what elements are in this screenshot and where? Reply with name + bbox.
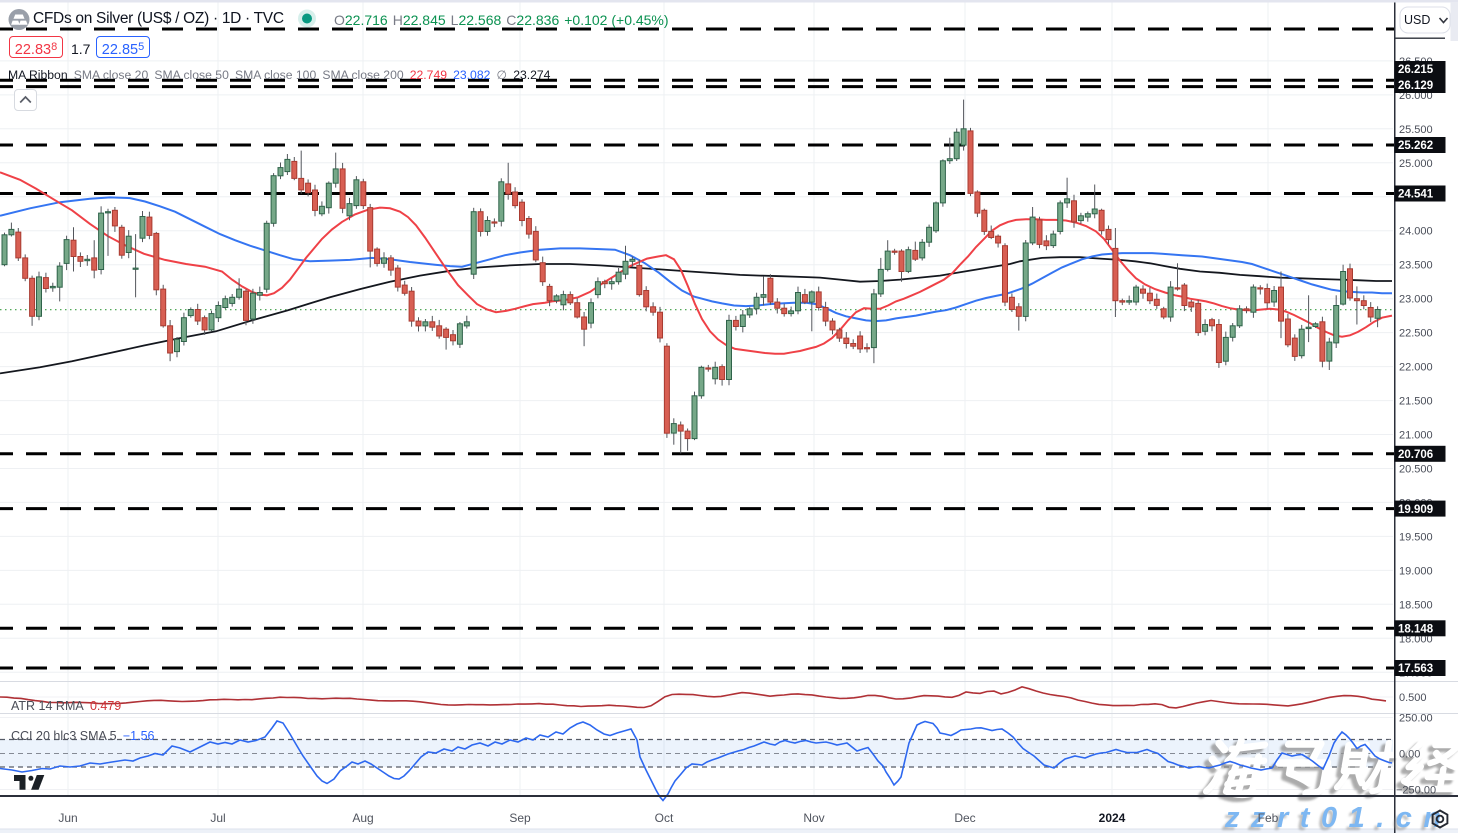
- svg-text:0.500: 0.500: [1399, 692, 1427, 704]
- svg-text:Feb: Feb: [1258, 811, 1279, 825]
- svg-text:Sep: Sep: [509, 811, 531, 825]
- svg-text:19.909: 19.909: [1398, 504, 1433, 516]
- svg-text:zzrt01.cn: zzrt01.cn: [1224, 802, 1453, 833]
- svg-text:18.500: 18.500: [1399, 599, 1433, 611]
- svg-text:Oct: Oct: [655, 811, 674, 825]
- svg-text:21.500: 21.500: [1399, 396, 1433, 408]
- svg-text:26.215: 26.215: [1398, 64, 1434, 76]
- svg-text:zzrt01.cn: zzrt01.cn: [1221, 805, 1450, 833]
- svg-text:USD: USD: [1404, 13, 1430, 27]
- svg-text:24.541: 24.541: [1398, 189, 1434, 201]
- svg-text:250.00: 250.00: [1399, 713, 1433, 725]
- svg-text:25.262: 25.262: [1398, 140, 1433, 152]
- svg-text:17.563: 17.563: [1398, 663, 1433, 675]
- svg-text:21.000: 21.000: [1399, 430, 1433, 442]
- svg-text:25.000: 25.000: [1399, 158, 1433, 170]
- svg-text:22.500: 22.500: [1399, 328, 1433, 340]
- svg-text:25.500: 25.500: [1399, 124, 1433, 136]
- svg-text:20.706: 20.706: [1398, 449, 1433, 461]
- svg-text:20.500: 20.500: [1399, 464, 1433, 476]
- svg-text:19.500: 19.500: [1399, 531, 1433, 543]
- svg-text:18.148: 18.148: [1398, 624, 1434, 636]
- svg-text:19.000: 19.000: [1399, 565, 1433, 577]
- svg-text:23.500: 23.500: [1399, 260, 1433, 272]
- svg-text:−250.00: −250.00: [1396, 785, 1436, 797]
- svg-text:Jul: Jul: [210, 811, 225, 825]
- svg-text:23.000: 23.000: [1399, 294, 1433, 306]
- svg-text:2024: 2024: [1099, 811, 1126, 825]
- svg-text:24.000: 24.000: [1399, 226, 1433, 238]
- svg-text:0.00: 0.00: [1399, 749, 1420, 761]
- svg-text:26.129: 26.129: [1398, 80, 1433, 92]
- svg-text:22.000: 22.000: [1399, 362, 1433, 374]
- svg-text:Jun: Jun: [58, 811, 77, 825]
- svg-text:Aug: Aug: [352, 811, 373, 825]
- svg-text:Dec: Dec: [954, 811, 975, 825]
- svg-text:Nov: Nov: [803, 811, 824, 825]
